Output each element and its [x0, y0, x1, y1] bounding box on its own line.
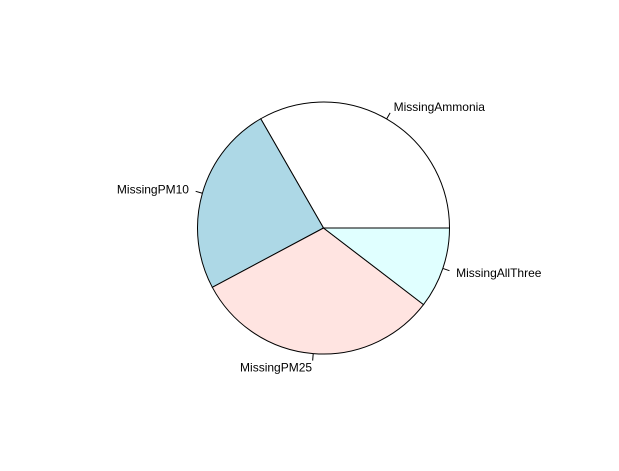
pie-leader-missingpm10: [195, 190, 203, 194]
pie-slice-missingpm25: [211, 227, 425, 355]
pie-slice-missingallthree: [322, 227, 451, 306]
pie-label-missingpm10: MissingPM10: [117, 182, 189, 196]
pie-slices: [197, 101, 451, 355]
pie-slice-missingpm10: [197, 118, 325, 288]
pie-label-missingallthree: MissingAllThree: [456, 266, 542, 280]
pie-leader-missingammonia: [386, 112, 391, 120]
pie-slice-missingammonia: [260, 101, 451, 229]
pie-labels: MissingAmmonia MissingPM10 MissingPM25 Miss…: [117, 100, 542, 375]
pie-leader-missingpm25: [312, 353, 314, 361]
pie-leader-missingallthree: [442, 267, 450, 272]
pie-leader-lines: [195, 112, 450, 361]
pie-label-missingpm25: MissingPM25: [240, 361, 312, 375]
pie-label-missingammonia: MissingAmmonia: [394, 100, 486, 114]
